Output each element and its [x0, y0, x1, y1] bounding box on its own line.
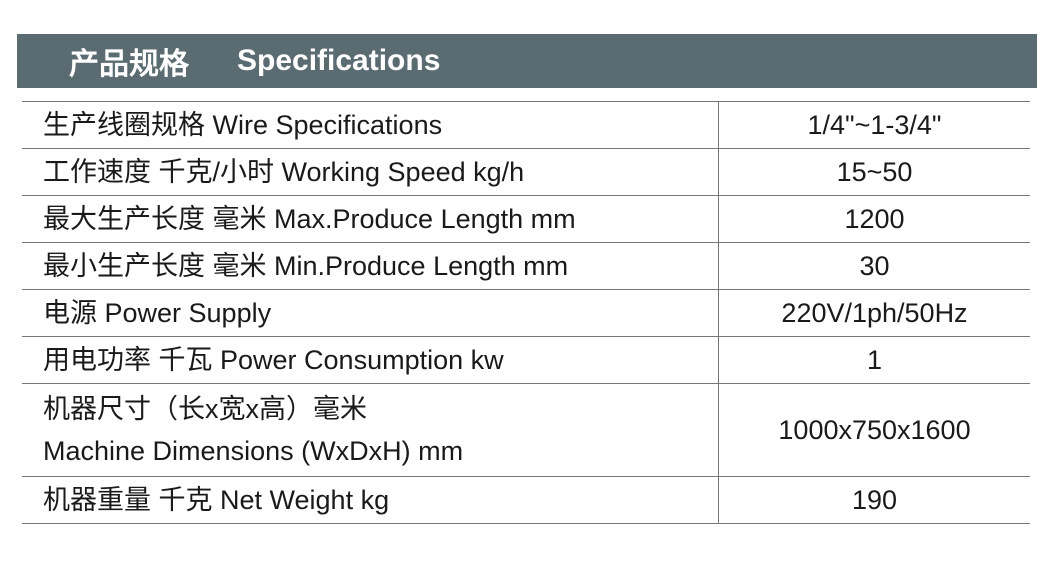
section-header: 产品规格 Specifications [17, 34, 1037, 88]
table-row: 最大生产长度 毫米 Max.Produce Length mm 1200 [22, 195, 1030, 243]
spec-label: 机器重量 千克 Net Weight kg [22, 476, 719, 524]
table-row: 用电功率 千瓦 Power Consumption kw 1 [22, 336, 1030, 384]
spec-label: 最大生产长度 毫米 Max.Produce Length mm [22, 195, 719, 243]
table-row: 生产线圈规格 Wire Specifications 1/4"~1-3/4" [22, 101, 1030, 149]
spec-value: 1 [718, 336, 1030, 384]
specifications-table: 生产线圈规格 Wire Specifications 1/4"~1-3/4" 工作… [22, 101, 1030, 524]
spec-label-en: Machine Dimensions (WxDxH) mm [43, 436, 464, 466]
title-cn: 产品规格 [69, 48, 189, 81]
table-row: 电源 Power Supply 220V/1ph/50Hz [22, 289, 1030, 337]
table-row: 机器尺寸（长x宽x高）毫米 Machine Dimensions (WxDxH) … [22, 383, 1030, 477]
spec-label: 生产线圈规格 Wire Specifications [22, 101, 719, 149]
spec-value: 1000x750x1600 [718, 383, 1030, 477]
spec-value: 15~50 [718, 148, 1030, 196]
spec-label: 电源 Power Supply [22, 289, 719, 337]
spec-value: 190 [718, 476, 1030, 524]
spec-label: 用电功率 千瓦 Power Consumption kw [22, 336, 719, 384]
title-en: Specifications [237, 44, 441, 77]
table-row: 最小生产长度 毫米 Min.Produce Length mm 30 [22, 242, 1030, 290]
table-row: 机器重量 千克 Net Weight kg 190 [22, 476, 1030, 524]
spec-value: 30 [718, 242, 1030, 290]
spec-label-cn: 机器尺寸（长x宽x高）毫米 [43, 394, 367, 424]
table-row: 工作速度 千克/小时 Working Speed kg/h 15~50 [22, 148, 1030, 196]
spec-value: 1/4"~1-3/4" [718, 101, 1030, 149]
spec-value: 220V/1ph/50Hz [718, 289, 1030, 337]
spec-value: 1200 [718, 195, 1030, 243]
spec-label: 机器尺寸（长x宽x高）毫米 Machine Dimensions (WxDxH) … [22, 383, 719, 477]
spec-label: 最小生产长度 毫米 Min.Produce Length mm [22, 242, 719, 290]
spec-label: 工作速度 千克/小时 Working Speed kg/h [22, 148, 719, 196]
